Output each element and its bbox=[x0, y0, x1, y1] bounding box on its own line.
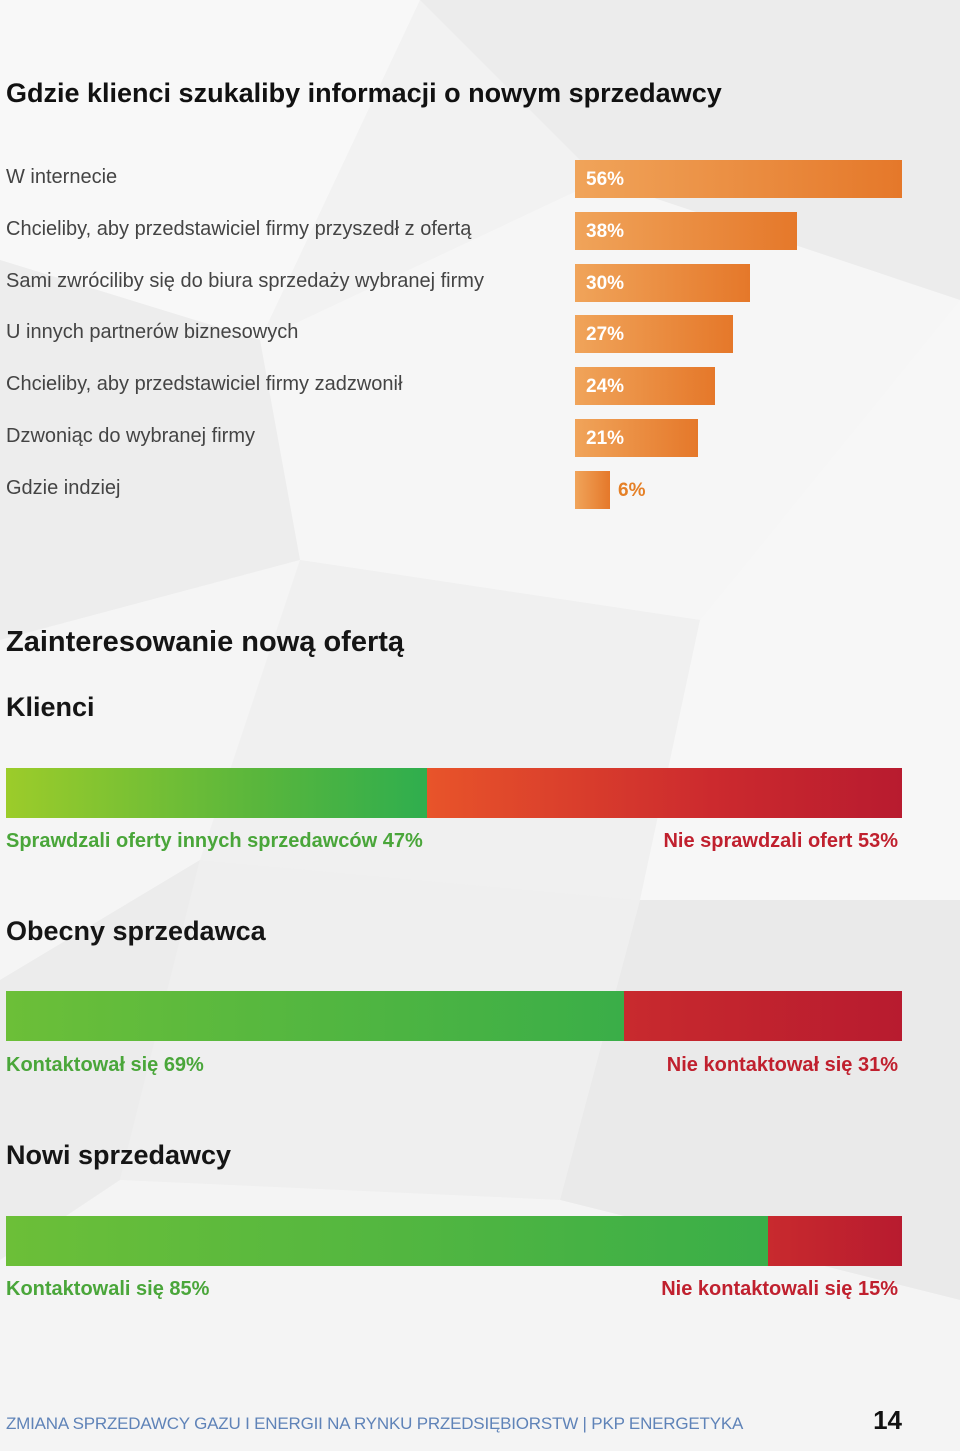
bar-value-label: 6% bbox=[618, 479, 646, 501]
bar-category-label: Gdzie indziej bbox=[6, 476, 121, 499]
bar-row: Sami zwróciliby się do biura sprzedaży w… bbox=[0, 263, 960, 304]
bar bbox=[575, 419, 698, 457]
bar-category-label: Sami zwróciliby się do biura sprzedaży w… bbox=[6, 269, 484, 292]
bar bbox=[575, 211, 797, 250]
bar-category-label: Dzwoniąc do wybranej firmy bbox=[6, 425, 255, 447]
clients-not-checked-segment bbox=[427, 768, 902, 818]
bar-category-label: Chcieliby, aby przedstawiciel firmy zadz… bbox=[6, 373, 403, 396]
bar bbox=[575, 263, 751, 302]
current-seller-contacted-segment bbox=[6, 991, 625, 1041]
new-sellers-contacted-label: Kontaktowali się 85% bbox=[6, 1278, 210, 1300]
page-number: 14 bbox=[873, 1405, 902, 1435]
current-seller-not-contacted-label: Nie kontaktował się 31% bbox=[666, 1054, 898, 1076]
bar bbox=[575, 470, 611, 509]
bar-value-label: 30% bbox=[586, 272, 625, 294]
footer-text: ZMIANA SPRZEDAWCY GAZU I ENERGII NA RYNK… bbox=[6, 1414, 744, 1433]
bar bbox=[575, 315, 733, 354]
clients-title: Klienci bbox=[6, 692, 95, 722]
bar-category-label: U innych partnerów biznesowych bbox=[6, 321, 299, 344]
section-title-sources: Gdzie klienci szukaliby informacji o now… bbox=[6, 78, 722, 108]
clients-checked-segment bbox=[6, 768, 428, 818]
current-seller-split-bar bbox=[6, 991, 902, 1041]
bar-category-label: W internecie bbox=[6, 166, 118, 188]
bar-value-label: 21% bbox=[586, 428, 625, 449]
bar-row: Gdzie indziej 6% bbox=[0, 470, 960, 511]
new-sellers-contacted-segment bbox=[6, 1216, 768, 1266]
current-seller-not-contacted-segment bbox=[624, 991, 902, 1041]
current-seller-contacted-label: Kontaktował się 69% bbox=[6, 1054, 204, 1076]
clients-not-checked-label: Nie sprawdzali ofert 53% bbox=[663, 830, 898, 852]
bar-row: W internecie 56% bbox=[0, 160, 960, 200]
bar bbox=[575, 160, 902, 198]
new-sellers-split-bar bbox=[6, 1216, 902, 1266]
clients-checked-label: Sprawdzali oferty innych sprzedawców 47% bbox=[6, 830, 423, 852]
bar-row: Chcieliby, aby przedstawiciel firmy przy… bbox=[0, 211, 960, 252]
bar-row: U innych partnerów biznesowych 27% bbox=[0, 315, 960, 355]
bar-row: Chcieliby, aby przedstawiciel firmy zadz… bbox=[0, 367, 960, 407]
clients-split-bar bbox=[6, 768, 902, 818]
new-sellers-not-contacted-segment bbox=[767, 1216, 902, 1266]
bar bbox=[575, 367, 716, 406]
new-sellers-not-contacted-label: Nie kontaktowali się 15% bbox=[661, 1278, 898, 1300]
bar-value-label: 38% bbox=[586, 220, 625, 242]
bar-row: Dzwoniąc do wybranej firmy 21% bbox=[0, 419, 960, 459]
bar-value-label: 56% bbox=[586, 169, 625, 190]
bar-category-label: Chcieliby, aby przedstawiciel firmy przy… bbox=[6, 217, 472, 240]
bar-value-label: 27% bbox=[586, 324, 625, 346]
bar-value-label: 24% bbox=[586, 376, 625, 398]
new-sellers-title: Nowi sprzedawcy bbox=[6, 1140, 232, 1170]
current-seller-title: Obecny sprzedawca bbox=[6, 916, 266, 946]
section-title-interest: Zainteresowanie nową ofertą bbox=[6, 626, 405, 658]
